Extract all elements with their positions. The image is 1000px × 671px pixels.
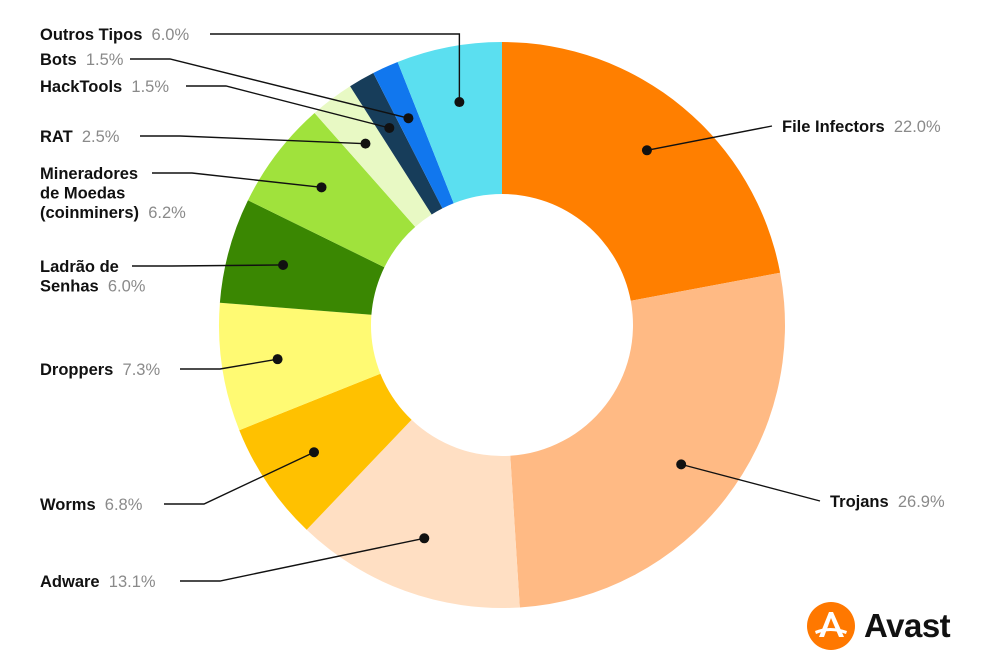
label-name-mineradores-de-moedas-coinminers: Mineradores bbox=[40, 165, 138, 183]
label-value-file-infectors: 22.0% bbox=[885, 118, 941, 136]
marker-dot-hacktools bbox=[384, 122, 395, 133]
label-name-ladrao-de-senhas: Senhas bbox=[40, 278, 99, 296]
leader-line-hacktools bbox=[186, 85, 390, 129]
label-adware: Adware 13.1% bbox=[40, 573, 156, 591]
leader-line-adware bbox=[180, 537, 425, 582]
leader-line-bots bbox=[130, 58, 409, 119]
slice-labels: File Infectors 22.0% Trojans 26.9% Adware … bbox=[40, 26, 945, 591]
label-value-rat: 2.5% bbox=[73, 128, 120, 146]
slice-hacktools bbox=[350, 72, 443, 215]
label-name-rat: RAT bbox=[40, 128, 73, 146]
label-worms: Worms 6.8% bbox=[40, 496, 143, 514]
leader-lines bbox=[130, 33, 821, 582]
leader-line-ladrao-de-senhas bbox=[132, 264, 284, 267]
label-value-outros-tipos: 6.0% bbox=[142, 26, 189, 44]
label-trojans: Trojans 26.9% bbox=[830, 493, 945, 511]
slice-rat bbox=[314, 86, 432, 227]
label-name-worms: Worms bbox=[40, 496, 96, 514]
label-name-adware: Adware bbox=[40, 573, 100, 591]
label-droppers: Droppers 7.3% bbox=[40, 361, 160, 379]
slice-droppers bbox=[219, 302, 381, 431]
label-mineradores-de-moedas-coinminers: Mineradores de Moedas (coinminers) 6.2% bbox=[40, 165, 186, 222]
label-value-ladrao-de-senhas: 6.0% bbox=[99, 278, 146, 296]
slice-mineradores-de-moedas-coinminers bbox=[247, 112, 416, 268]
leader-line-mineradores-de-moedas-coinminers bbox=[152, 172, 322, 189]
slice-adware bbox=[306, 419, 520, 609]
leader-line-droppers bbox=[180, 358, 278, 370]
label-name-mineradores-de-moedas-coinminers: (coinminers) bbox=[40, 204, 139, 222]
label-name-hacktools: HackTools bbox=[40, 78, 122, 96]
slice-trojans bbox=[510, 272, 785, 608]
slice-outros-tipos bbox=[397, 42, 502, 204]
avast-logo: Avast bbox=[806, 598, 966, 654]
label-ladrao-de-senhas: Ladrão de Senhas 6.0% bbox=[40, 258, 146, 296]
leader-line-worms bbox=[164, 451, 315, 505]
leader-line-rat bbox=[140, 135, 366, 145]
slice-worms bbox=[239, 373, 412, 530]
slice-ladrao-de-senhas bbox=[219, 200, 385, 315]
label-name-mineradores-de-moedas-coinminers: de Moedas bbox=[40, 185, 125, 203]
label-name-outros-tipos: Outros Tipos bbox=[40, 26, 142, 44]
slice-bots bbox=[373, 61, 454, 209]
label-name-trojans: Trojans bbox=[830, 493, 889, 511]
donut-slices bbox=[219, 42, 785, 609]
label-value-hacktools: 1.5% bbox=[122, 78, 169, 96]
label-outros-tipos: Outros Tipos 6.0% bbox=[40, 26, 189, 44]
label-value-adware: 13.1% bbox=[100, 573, 156, 591]
label-file-infectors: File Infectors 22.0% bbox=[782, 118, 941, 136]
label-rat: RAT 2.5% bbox=[40, 128, 120, 146]
label-value-worms: 6.8% bbox=[96, 496, 143, 514]
label-value-droppers: 7.3% bbox=[113, 361, 160, 379]
avast-logo-icon bbox=[807, 602, 855, 650]
brand-name: Avast bbox=[864, 607, 951, 644]
label-value-mineradores-de-moedas-coinminers: 6.2% bbox=[139, 204, 186, 222]
label-name-file-infectors: File Infectors bbox=[782, 118, 885, 136]
leader-line-trojans bbox=[681, 463, 821, 502]
label-hacktools: HackTools 1.5% bbox=[40, 78, 169, 96]
label-value-trojans: 26.9% bbox=[889, 493, 945, 511]
leader-line-outros-tipos bbox=[210, 33, 461, 103]
label-name-ladrao-de-senhas: Ladrão de bbox=[40, 258, 119, 276]
label-name-droppers: Droppers bbox=[40, 361, 113, 379]
label-value-bots: 1.5% bbox=[77, 51, 124, 69]
slice-file-infectors bbox=[502, 42, 781, 301]
label-name-bots: Bots bbox=[40, 51, 77, 69]
leader-line-file-infectors bbox=[646, 125, 773, 151]
label-bots: Bots 1.5% bbox=[40, 51, 124, 69]
